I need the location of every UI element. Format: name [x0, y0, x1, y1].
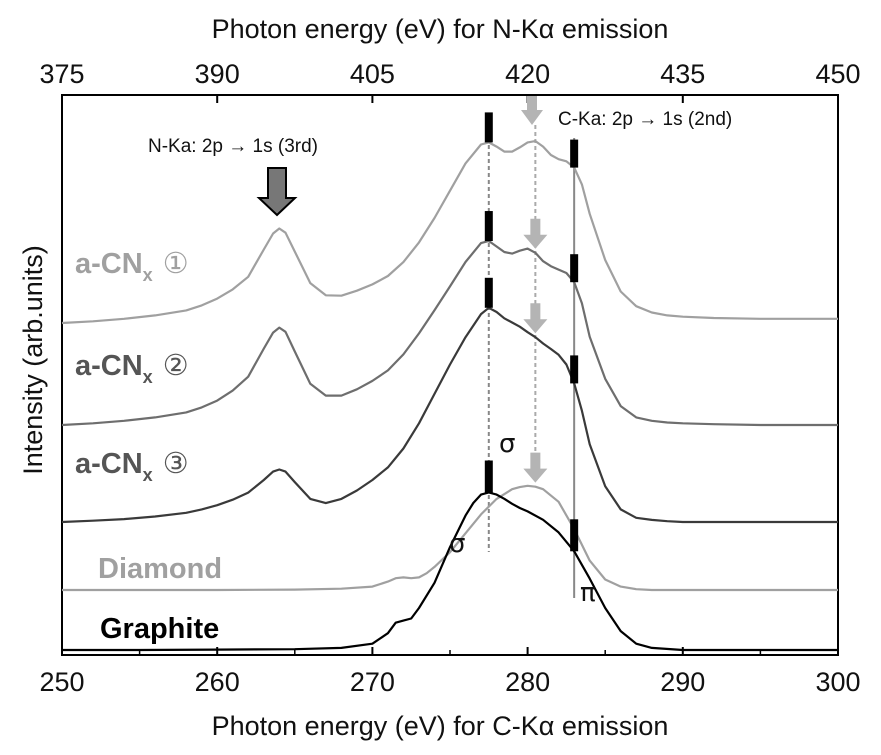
top-tick-label: 390 [195, 59, 240, 89]
pi-bar-marker [570, 139, 579, 168]
n-ka-arrow-icon [256, 167, 298, 217]
top-tick-label: 420 [505, 59, 550, 89]
bottom-ticks: 250 260 270 280 290 300 [39, 647, 861, 697]
sigma-arrow-icon [523, 452, 548, 483]
top-tick-label: 405 [350, 59, 395, 89]
top-tick-label: 375 [39, 59, 84, 89]
label-diamond: Diamond [98, 553, 222, 585]
label-acnx-3-sub: x [143, 465, 153, 485]
annotation-n-ka: N-Ka: 2p → 1s (3rd) [148, 136, 318, 157]
top-tick-label: 450 [815, 59, 860, 89]
graphite-pi-bar [570, 519, 579, 552]
annotation-c-ka: C-Ka: 2p → 1s (2nd) [558, 109, 732, 130]
top-axis-title: Photon energy (eV) for N-Kα emission [212, 14, 669, 44]
reference-lines [487, 125, 576, 598]
top-ticks: 375 390 405 420 435 450 [39, 59, 861, 103]
pi-bar-marker [570, 355, 579, 384]
label-acnx-3-text: a-CN [75, 448, 143, 480]
annotation-sigma-diamond: σ [499, 429, 515, 459]
top-tick-label: 435 [660, 59, 705, 89]
label-acnx-3-marker: ③ [163, 446, 189, 480]
series-line-0 [61, 140, 838, 325]
sigma-arrow-icon [523, 303, 548, 334]
annotation-pi: π [580, 578, 596, 608]
label-acnx-2-sub: x [143, 367, 153, 387]
label-acnx-1-sub: x [143, 265, 153, 285]
sigma-arrow-icon [523, 218, 548, 249]
sigma-bar-marker [484, 112, 493, 143]
series-line-2 [61, 306, 838, 524]
label-acnx-1-marker: ① [163, 246, 189, 280]
label-acnx-2-marker: ② [163, 348, 189, 382]
sigma-bar-marker [484, 277, 493, 308]
bottom-tick-label: 280 [505, 667, 550, 697]
series-line-1 [61, 239, 838, 427]
label-graphite: Graphite [100, 613, 219, 645]
label-acnx-1: a-CNx ① [75, 246, 189, 285]
y-axis-title: Intensity (arb.units) [18, 245, 48, 475]
bottom-tick-label: 270 [350, 667, 395, 697]
label-acnx-1-text: a-CN [75, 248, 143, 280]
sigma-bar-marker [484, 211, 493, 242]
c-ka-arrow-icon [521, 96, 543, 125]
series-line-3 [62, 484, 838, 592]
peak-markers [484, 112, 579, 552]
annotation-sigma-graphite: σ [449, 529, 465, 559]
bottom-tick-label: 250 [39, 667, 84, 697]
bottom-tick-label: 260 [195, 667, 240, 697]
bottom-axis-title: Photon energy (eV) for C-Kα emission [212, 711, 669, 741]
label-acnx-2-text: a-CN [75, 350, 143, 382]
label-acnx-3: a-CNx ③ [75, 446, 189, 485]
bottom-tick-label: 300 [815, 667, 860, 697]
bottom-tick-label: 290 [660, 667, 705, 697]
pi-bar-marker [570, 254, 579, 283]
label-acnx-2: a-CNx ② [75, 348, 189, 387]
graphite-sigma-bar [484, 460, 493, 493]
